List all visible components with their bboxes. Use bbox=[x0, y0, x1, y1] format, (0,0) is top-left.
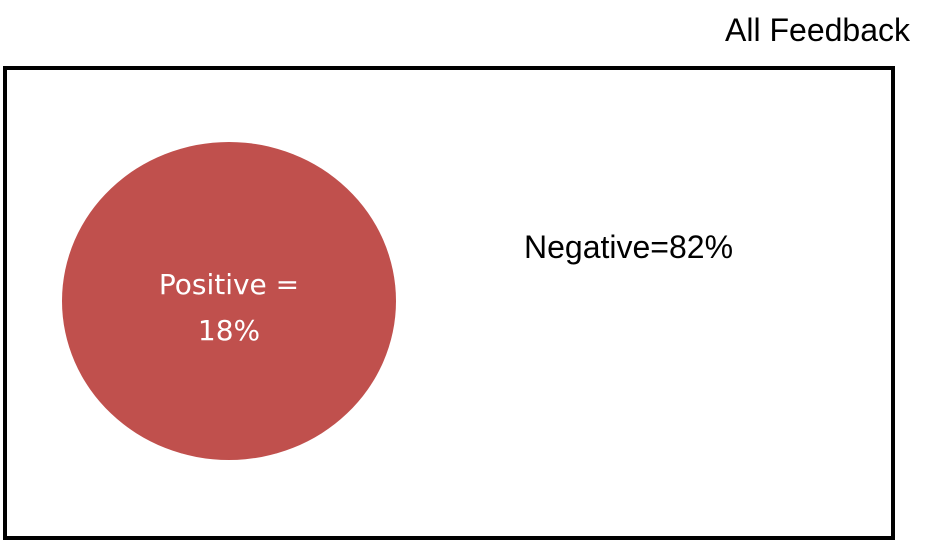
positive-circle bbox=[62, 142, 396, 460]
positive-label-line1: Positive = bbox=[158, 268, 300, 301]
positive-label: Positive = 18% bbox=[62, 262, 396, 354]
negative-label: Negative=82% bbox=[524, 229, 734, 265]
all-feedback-title: All Feedback bbox=[725, 12, 910, 48]
all-feedback-box bbox=[3, 66, 895, 540]
positive-label-line2: 18% bbox=[197, 314, 261, 347]
